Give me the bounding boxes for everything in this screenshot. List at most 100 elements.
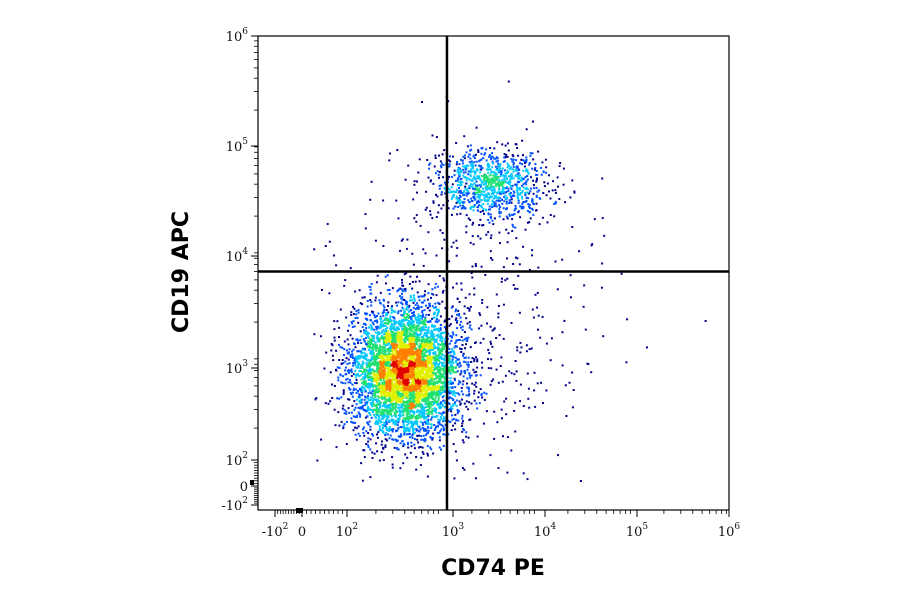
event-point [397,421,400,424]
event-point [357,432,360,435]
event-point [411,319,414,322]
event-point [372,369,374,372]
event-point [407,368,410,371]
event-point [371,363,374,366]
event-point [453,390,456,393]
event-point [340,420,343,423]
event-point [432,326,435,328]
event-point [435,318,438,321]
event-point [431,396,434,399]
event-point [374,415,377,418]
event-point [437,395,440,398]
event-point [364,317,367,320]
event-point [369,292,372,295]
event-point [417,307,420,310]
event-point [405,359,407,362]
event-point [406,386,409,389]
data-points [313,80,707,482]
event-point [424,373,427,376]
event-point [450,407,453,409]
event-point [398,406,401,409]
event-point [381,359,384,362]
event-point [330,343,333,345]
event-point [437,388,440,391]
event-point [338,336,340,338]
event-point [387,395,390,397]
event-point [359,374,362,377]
event-point [434,320,437,323]
event-point [424,417,427,420]
event-point [398,380,401,382]
event-point [401,414,404,417]
event-point [401,290,404,293]
event-point [397,392,400,395]
event-point [459,364,462,367]
event-point [409,275,412,278]
event-point [465,400,468,403]
event-point [422,301,425,304]
event-point [422,406,425,409]
event-point [425,350,428,353]
event-point [356,373,359,376]
event-point [422,452,425,455]
event-point [378,356,381,359]
event-point [396,304,399,307]
event-point [397,310,400,313]
event-point [417,322,420,325]
event-point [385,282,387,285]
event-point [415,388,418,391]
event-point [369,391,372,394]
event-point [393,411,396,414]
event-point [420,403,423,406]
event-point [369,345,372,348]
event-point [374,377,377,380]
event-point [397,301,400,304]
event-point [410,348,413,351]
event-point [360,335,363,338]
event-point [377,410,380,413]
event-point [459,403,462,406]
event-point [397,356,400,359]
event-point [434,306,437,308]
event-point [411,346,414,348]
event-point [441,376,444,379]
event-point [382,353,385,355]
event-point [373,393,376,396]
event-point [408,351,411,354]
event-point [399,371,402,374]
event-point [424,368,426,371]
event-point [337,379,340,382]
event-point [363,331,366,334]
event-point [436,376,438,379]
event-point [374,398,377,401]
event-point [460,348,463,351]
event-point [438,355,440,358]
event-point [450,340,453,342]
event-point [338,397,341,400]
event-point [398,336,401,339]
event-point [444,419,447,422]
event-point [406,330,409,333]
event-point [417,361,420,364]
event-point [440,340,443,342]
event-point [388,342,390,345]
event-point [465,339,468,342]
event-point [374,370,377,373]
event-point [462,380,465,383]
event-point [424,348,426,351]
event-point [423,332,426,334]
event-point [367,423,370,426]
event-point [372,384,374,387]
event-point [469,346,472,349]
event-point [369,324,372,327]
event-point [414,373,417,376]
event-point [343,423,346,426]
event-point [410,343,413,346]
event-point [373,314,376,317]
event-point [443,377,446,380]
event-point [393,446,396,449]
event-point [414,315,417,318]
event-point [437,398,440,401]
event-point [353,325,356,328]
event-point [383,396,386,399]
